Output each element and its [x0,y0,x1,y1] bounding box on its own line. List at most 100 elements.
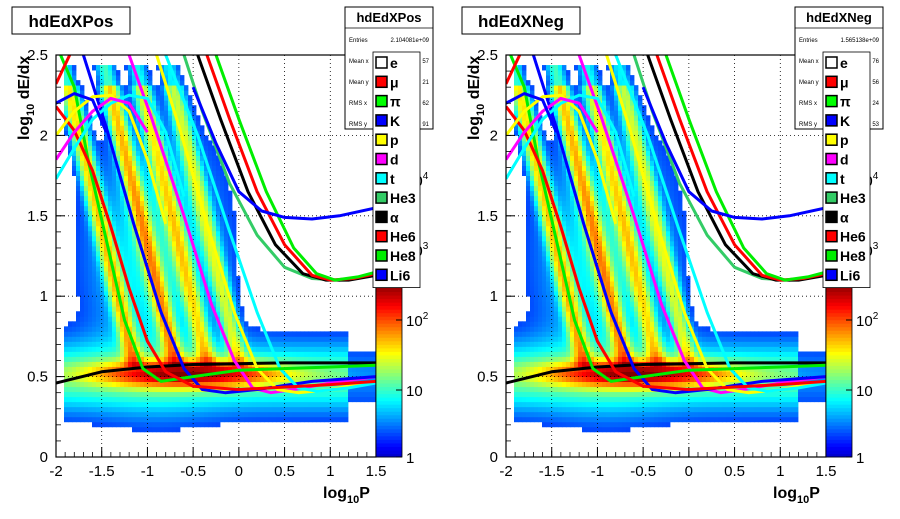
heatmap-cell [228,417,232,422]
heatmap-cell [534,246,538,251]
heatmap-cell [582,166,586,171]
heatmap-cell [116,236,120,241]
heatmap-cell [128,301,132,306]
heatmap-cell [200,311,204,316]
heatmap-cell [176,407,180,412]
heatmap-cell [590,377,594,382]
heatmap-cell [256,336,260,341]
heatmap-cell [542,291,546,296]
heatmap-cell [570,276,574,281]
heatmap-cell [566,85,570,90]
heatmap-cell [124,231,128,236]
heatmap-cell [212,351,216,356]
heatmap-cell [152,387,156,392]
heatmap-cell [176,387,180,392]
heatmap-cell [546,261,550,266]
heatmap-cell [180,346,184,351]
heatmap-cell [116,181,120,186]
heatmap-cell [574,291,578,296]
heatmap-cell [128,266,132,271]
heatmap-cell [546,231,550,236]
heatmap-cell [212,261,216,266]
legend-swatch [376,134,387,145]
heatmap-cell [120,422,124,427]
heatmap-cell [124,256,128,261]
heatmap-cell [160,226,164,231]
heatmap-cell [116,231,120,236]
heatmap-cell [96,246,100,251]
heatmap-cell [590,301,594,306]
heatmap-cell [196,326,200,331]
heatmap-cell [292,351,296,356]
heatmap-cell [578,171,582,176]
heatmap-cell [164,246,168,251]
heatmap-cell [112,357,116,362]
heatmap-cell [172,311,176,316]
heatmap-cell [84,171,88,176]
heatmap-cell [92,412,96,417]
heatmap-cell [128,161,132,166]
heatmap-cell [204,351,208,356]
y-tick-label: 0 [40,449,48,466]
heatmap-cell [280,336,284,341]
heatmap-cell [160,166,164,171]
heatmap-cell [566,422,570,427]
heatmap-cell [562,372,566,377]
heatmap-cell [72,367,76,372]
heatmap-cell [586,261,590,266]
heatmap-cell [92,382,96,387]
heatmap-cell [188,351,192,356]
heatmap-cell [152,412,156,417]
heatmap-cell [196,206,200,211]
heatmap-cell [364,397,368,402]
heatmap-cell [208,196,212,201]
heatmap-cell [136,261,140,266]
heatmap-cell [84,276,88,281]
heatmap-cell [336,372,340,377]
heatmap-cell [188,311,192,316]
heatmap-cell [574,382,578,387]
heatmap-cell [208,331,212,336]
heatmap-cell [546,241,550,246]
heatmap-cell [232,331,236,336]
heatmap-cell [112,216,116,221]
heatmap-cell [148,382,152,387]
heatmap-cell [312,341,316,346]
heatmap-cell [566,341,570,346]
heatmap-cell [594,351,598,356]
heatmap-cell [522,321,526,326]
heatmap-cell [92,301,96,306]
heatmap-cell [590,171,594,176]
heatmap-cell [514,407,518,412]
heatmap-cell [172,291,176,296]
heatmap-cell [518,321,522,326]
heatmap-cell [594,422,598,427]
heatmap-cell [144,186,148,191]
heatmap-cell [108,191,112,196]
heatmap-cell [80,291,84,296]
heatmap-cell [204,311,208,316]
palette-step [376,334,402,338]
heatmap-cell [530,301,534,306]
heatmap-cell [148,150,152,155]
heatmap-cell [554,80,558,85]
heatmap-cell [176,306,180,311]
heatmap-cell [164,357,168,362]
heatmap-cell [164,176,168,181]
heatmap-cell [152,316,156,321]
heatmap-cell [526,271,530,276]
heatmap-cell [236,331,240,336]
heatmap-cell [586,206,590,211]
heatmap-cell [530,306,534,311]
heatmap-cell [558,85,562,90]
heatmap-cell [108,65,112,70]
palette-step [376,397,402,401]
heatmap-cell [176,417,180,422]
heatmap-cell [554,397,558,402]
heatmap-cell [232,256,236,261]
heatmap-cell [144,206,148,211]
heatmap-cell [530,291,534,296]
heatmap-cell [80,331,84,336]
heatmap-cell [574,251,578,256]
heatmap-cell [566,336,570,341]
